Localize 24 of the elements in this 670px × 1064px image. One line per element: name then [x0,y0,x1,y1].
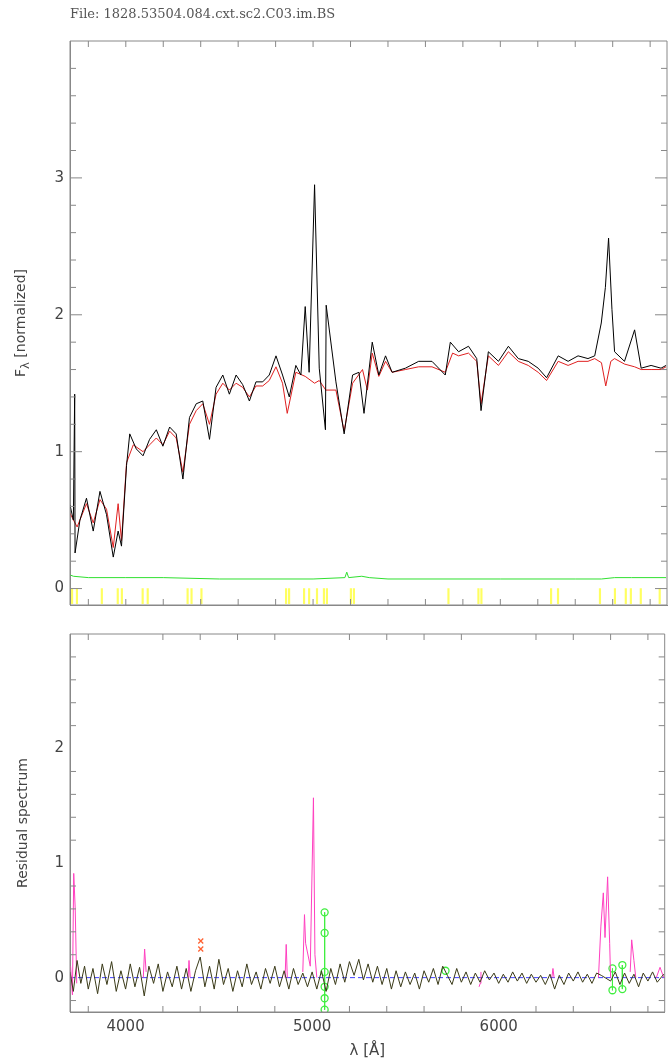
point [320,1005,329,1012]
x-tick-label: 4000 [106,1016,145,1035]
point [320,994,329,1003]
point [618,984,627,994]
y-axis-title: Residual spectrum [14,758,30,888]
y-tick-label: 2 [54,738,64,757]
point [320,928,329,938]
x-tick-label: 6000 [479,1016,518,1035]
x-tick-label: 5000 [293,1016,332,1035]
point [320,908,329,917]
y-tick-label: 1 [54,852,64,871]
y-tick-label: 2 [54,304,64,323]
point [320,967,329,977]
y-tick-label: 1 [54,441,64,460]
y-tick-label: 3 [54,167,64,186]
point [608,986,617,995]
y-tick-label: 0 [54,967,64,986]
x-axis-title: λ [Å] [349,1039,386,1059]
chart-title: File: 1828.53504.084.cxt.sc2.C03.im.BS [70,6,336,21]
point [618,960,627,970]
y-tick-label: 0 [54,578,64,597]
point [608,964,617,973]
point [441,966,450,975]
point [320,982,329,991]
